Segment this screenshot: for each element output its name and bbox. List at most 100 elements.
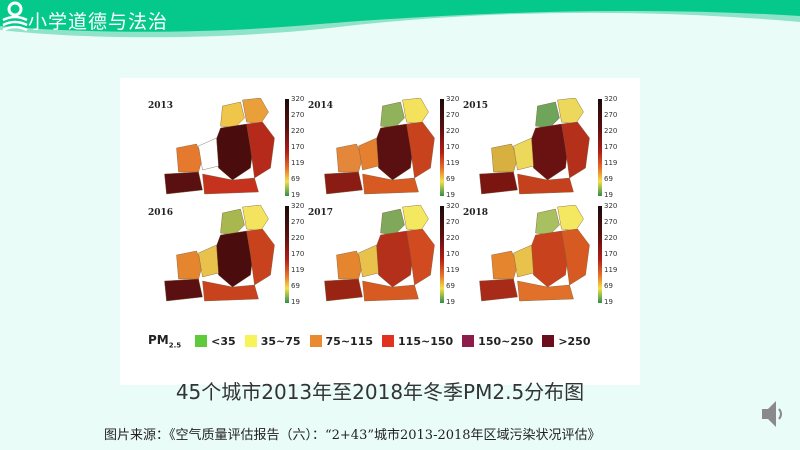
map-region bbox=[198, 137, 219, 171]
map-region bbox=[246, 121, 275, 179]
colorbar-tick: 19 bbox=[291, 298, 300, 306]
colorbar-tick: 320 bbox=[291, 202, 305, 210]
legend-label: 75~115 bbox=[325, 334, 374, 348]
map-region bbox=[336, 250, 363, 280]
colorbar-tick: 270 bbox=[291, 218, 305, 226]
colorbar-tick: 270 bbox=[604, 218, 618, 226]
pm25-map-2015 bbox=[479, 98, 590, 195]
colorbar-tick: 270 bbox=[291, 111, 305, 119]
map-region bbox=[380, 101, 405, 129]
colorbar-tick: 119 bbox=[291, 159, 305, 167]
colorbar-tick: 69 bbox=[604, 175, 613, 183]
map-region bbox=[402, 98, 429, 125]
map-year-label: 2016 bbox=[148, 208, 174, 218]
colorbar-tick: 19 bbox=[291, 191, 300, 199]
legend-swatch bbox=[195, 335, 208, 348]
map-region bbox=[406, 121, 435, 179]
image-source: 图片来源：《空气质量评估报告（六）：“2+43”城市2013-2018年区域污染… bbox=[104, 428, 601, 443]
legend-item: 75~115 bbox=[309, 334, 374, 348]
colorbar-tick: 119 bbox=[291, 266, 305, 274]
map-region bbox=[362, 280, 419, 302]
colorbar-tick: 270 bbox=[604, 111, 618, 119]
colorbar bbox=[285, 99, 289, 196]
map-region bbox=[380, 208, 405, 236]
colorbar-tick: 220 bbox=[446, 234, 460, 242]
colorbar-tick: 320 bbox=[604, 202, 618, 210]
map-region bbox=[198, 244, 219, 278]
speaker-icon[interactable] bbox=[760, 398, 786, 430]
legend-label: >250 bbox=[558, 334, 591, 348]
pm25-map-2016 bbox=[164, 205, 275, 302]
legend-item: >250 bbox=[542, 334, 591, 348]
map-region bbox=[176, 250, 203, 280]
colorbar-tick: 320 bbox=[446, 202, 460, 210]
colorbar-tick: 119 bbox=[446, 266, 460, 274]
map-region bbox=[513, 244, 534, 278]
colorbar-tick: 320 bbox=[604, 95, 618, 103]
map-region bbox=[535, 208, 560, 236]
map-region bbox=[491, 143, 518, 173]
map-region bbox=[164, 278, 203, 302]
header-wave bbox=[0, 0, 800, 50]
legend-title: PM2.5 bbox=[148, 333, 182, 350]
figure-caption: 45个城市2013年至2018年冬季PM2.5分布图 bbox=[175, 380, 585, 404]
legend-item: 150~250 bbox=[462, 335, 533, 348]
colorbar-tick: 320 bbox=[291, 95, 305, 103]
map-region bbox=[336, 143, 363, 173]
colorbar-tick: 19 bbox=[446, 298, 455, 306]
map-region bbox=[517, 280, 574, 302]
header-banner: 小学道德与法治 bbox=[0, 0, 800, 50]
map-region bbox=[362, 173, 419, 195]
colorbar-tick: 220 bbox=[291, 234, 305, 242]
map-year-label: 2017 bbox=[308, 208, 334, 218]
map-year-label: 2015 bbox=[463, 101, 489, 111]
legend-swatch bbox=[382, 335, 395, 348]
map-region bbox=[324, 278, 363, 302]
pm25-map-2017 bbox=[324, 205, 435, 302]
legend-item: 115~150 bbox=[382, 335, 453, 348]
map-region bbox=[220, 208, 245, 236]
book-reader-logo-icon bbox=[2, 1, 28, 32]
colorbar bbox=[440, 206, 444, 303]
map-region bbox=[479, 278, 518, 302]
colorbar-tick: 170 bbox=[604, 143, 618, 151]
colorbar-tick: 220 bbox=[604, 234, 618, 242]
colorbar-tick: 220 bbox=[291, 127, 305, 135]
colorbar-tick: 270 bbox=[446, 111, 460, 119]
colorbar-tick: 69 bbox=[446, 175, 455, 183]
pm25-map-2014 bbox=[324, 98, 435, 195]
colorbar-tick: 270 bbox=[446, 218, 460, 226]
legend-label: 150~250 bbox=[478, 334, 534, 348]
legend-label: <35 bbox=[211, 334, 236, 348]
colorbar bbox=[440, 99, 444, 196]
colorbar bbox=[598, 206, 602, 303]
map-region bbox=[402, 205, 429, 232]
map-year-label: 2013 bbox=[148, 101, 174, 111]
map-region bbox=[535, 101, 560, 129]
pm25-map-2018 bbox=[479, 205, 590, 302]
map-year-label: 2014 bbox=[308, 101, 334, 111]
colorbar-tick: 220 bbox=[604, 127, 618, 135]
legend-label: 115~150 bbox=[398, 334, 454, 348]
map-region bbox=[406, 228, 435, 286]
legend-swatch bbox=[309, 335, 322, 348]
map-region bbox=[557, 205, 584, 232]
map-region bbox=[202, 280, 259, 302]
map-year-label: 2018 bbox=[463, 208, 489, 218]
colorbar-tick: 119 bbox=[604, 159, 618, 167]
map-region bbox=[557, 98, 584, 125]
colorbar-tick: 170 bbox=[604, 250, 618, 258]
map-region bbox=[242, 98, 269, 125]
map-region bbox=[164, 171, 203, 195]
map-region bbox=[491, 250, 518, 280]
map-region bbox=[324, 171, 363, 195]
map-region bbox=[561, 228, 590, 286]
colorbar-tick: 119 bbox=[446, 159, 460, 167]
map-region bbox=[517, 173, 574, 195]
pm25-legend: PM2.5 <35 35~75 75~115 115~150 150~250 >250 bbox=[148, 333, 600, 349]
colorbar-tick: 19 bbox=[604, 191, 613, 199]
colorbar-tick: 119 bbox=[604, 266, 618, 274]
pm25-map-2013 bbox=[164, 98, 275, 195]
legend-item: <35 bbox=[195, 335, 236, 348]
legend-swatch bbox=[244, 335, 257, 348]
